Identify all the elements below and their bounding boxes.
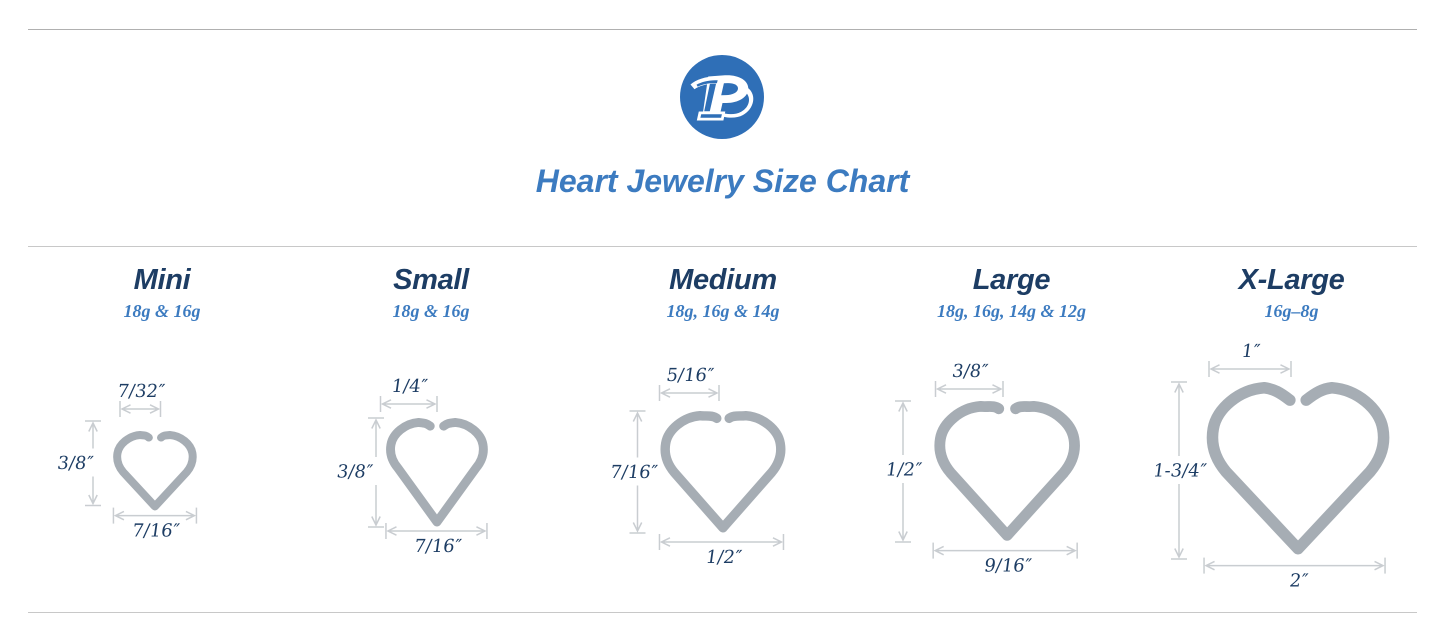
- small-bottom-dimension-arrow: [386, 526, 487, 536]
- heart-outline-medium: [660, 410, 786, 533]
- heart-outline-large: [934, 401, 1080, 541]
- medium-bottom-width-label: 1/2″: [704, 547, 743, 568]
- size-name-small: Small: [393, 264, 469, 296]
- heart-outline-x-large: [1206, 381, 1390, 555]
- diagram-small: 1/4″ 3/8″ 7/16″: [335, 376, 488, 557]
- size-diagrams: 7/32″ 3/8″ 7/16″ 1/4″ 3/8″ 7/16″: [56, 341, 1390, 592]
- size-gauges-small: 18g & 16g: [392, 301, 470, 321]
- large-side-dimension-arrow: [898, 401, 908, 542]
- mini-side-dimension-arrow: [88, 421, 98, 506]
- size-column-header-medium: Medium 18g, 16g & 14g: [579, 264, 868, 324]
- size-name-medium: Medium: [669, 264, 777, 296]
- x-large-side-dimension-arrow: [1174, 382, 1184, 559]
- medium-bottom-dimension-arrow: [659, 537, 784, 547]
- x-large-side-height-label: 1-3/4″: [1152, 461, 1208, 482]
- size-gauges-x-large: 16g–8g: [1264, 301, 1319, 321]
- x-large-top-dimension-arrow: [1209, 364, 1291, 374]
- small-top-dimension-arrow: [380, 399, 437, 409]
- size-name-large: Large: [972, 264, 1051, 296]
- brand-logo: [680, 55, 764, 139]
- size-column-header-small: Small 18g & 16g: [287, 264, 576, 324]
- diagram-mini: 7/32″ 3/8″ 7/16″: [56, 381, 198, 542]
- small-side-height-label: 3/8″: [335, 462, 374, 483]
- mini-side-height-label: 3/8″: [56, 453, 95, 474]
- size-gauges-mini: 18g & 16g: [123, 301, 201, 321]
- heart-outline-mini: [113, 430, 197, 511]
- x-large-top-width-label: 1″: [1240, 341, 1261, 362]
- size-name-x-large: X-Large: [1238, 264, 1345, 296]
- size-column-header-mini: Mini 18g & 16g: [18, 264, 307, 324]
- bottom-rule: [28, 612, 1417, 613]
- logo-stem-counter: [704, 78, 718, 112]
- size-gauges-large: 18g, 16g, 14g & 12g: [936, 301, 1086, 321]
- mini-top-width-label: 7/32″: [116, 381, 166, 402]
- mini-top-dimension-arrow: [120, 404, 161, 414]
- page-title: Heart Jewelry Size Chart: [535, 163, 910, 199]
- size-column-header-x-large: X-Large 16g–8g: [1147, 264, 1436, 324]
- small-bottom-width-label: 7/16″: [413, 536, 463, 557]
- logo-monogram: [690, 75, 754, 121]
- diagram-medium: 5/16″ 7/16″ 1/2″: [609, 365, 786, 568]
- logo-foot-counter: [700, 114, 722, 118]
- mini-bottom-dimension-arrow: [113, 510, 197, 521]
- medium-side-dimension-arrow: [632, 411, 643, 533]
- diagram-large: 3/8″ 1/2″ 9/16″: [884, 361, 1080, 577]
- medium-top-dimension-arrow: [659, 388, 719, 398]
- large-bottom-dimension-arrow: [933, 545, 1077, 556]
- size-column-header-large: Large 18g, 16g, 14g & 12g: [867, 264, 1156, 324]
- diagram-x-large: 1″ 1-3/4″ 2″: [1152, 341, 1390, 592]
- middle-rule: [28, 246, 1417, 247]
- size-gauges-medium: 18g, 16g & 14g: [666, 301, 780, 321]
- large-top-width-label: 3/8″: [951, 361, 990, 382]
- size-name-mini: Mini: [133, 264, 191, 296]
- mini-bottom-width-label: 7/16″: [131, 521, 181, 542]
- medium-top-width-label: 5/16″: [665, 365, 715, 386]
- small-side-dimension-arrow: [371, 418, 381, 527]
- large-bottom-width-label: 9/16″: [983, 556, 1033, 577]
- medium-side-height-label: 7/16″: [609, 462, 659, 483]
- small-top-width-label: 1/4″: [390, 376, 429, 397]
- logo-wing-stripe: [696, 80, 718, 87]
- heart-outline-small: [386, 418, 488, 527]
- large-side-height-label: 1/2″: [884, 460, 923, 481]
- large-top-dimension-arrow: [935, 384, 1003, 394]
- x-large-bottom-width-label: 2″: [1288, 571, 1309, 592]
- top-rule: [28, 29, 1417, 30]
- x-large-bottom-dimension-arrow: [1204, 560, 1385, 571]
